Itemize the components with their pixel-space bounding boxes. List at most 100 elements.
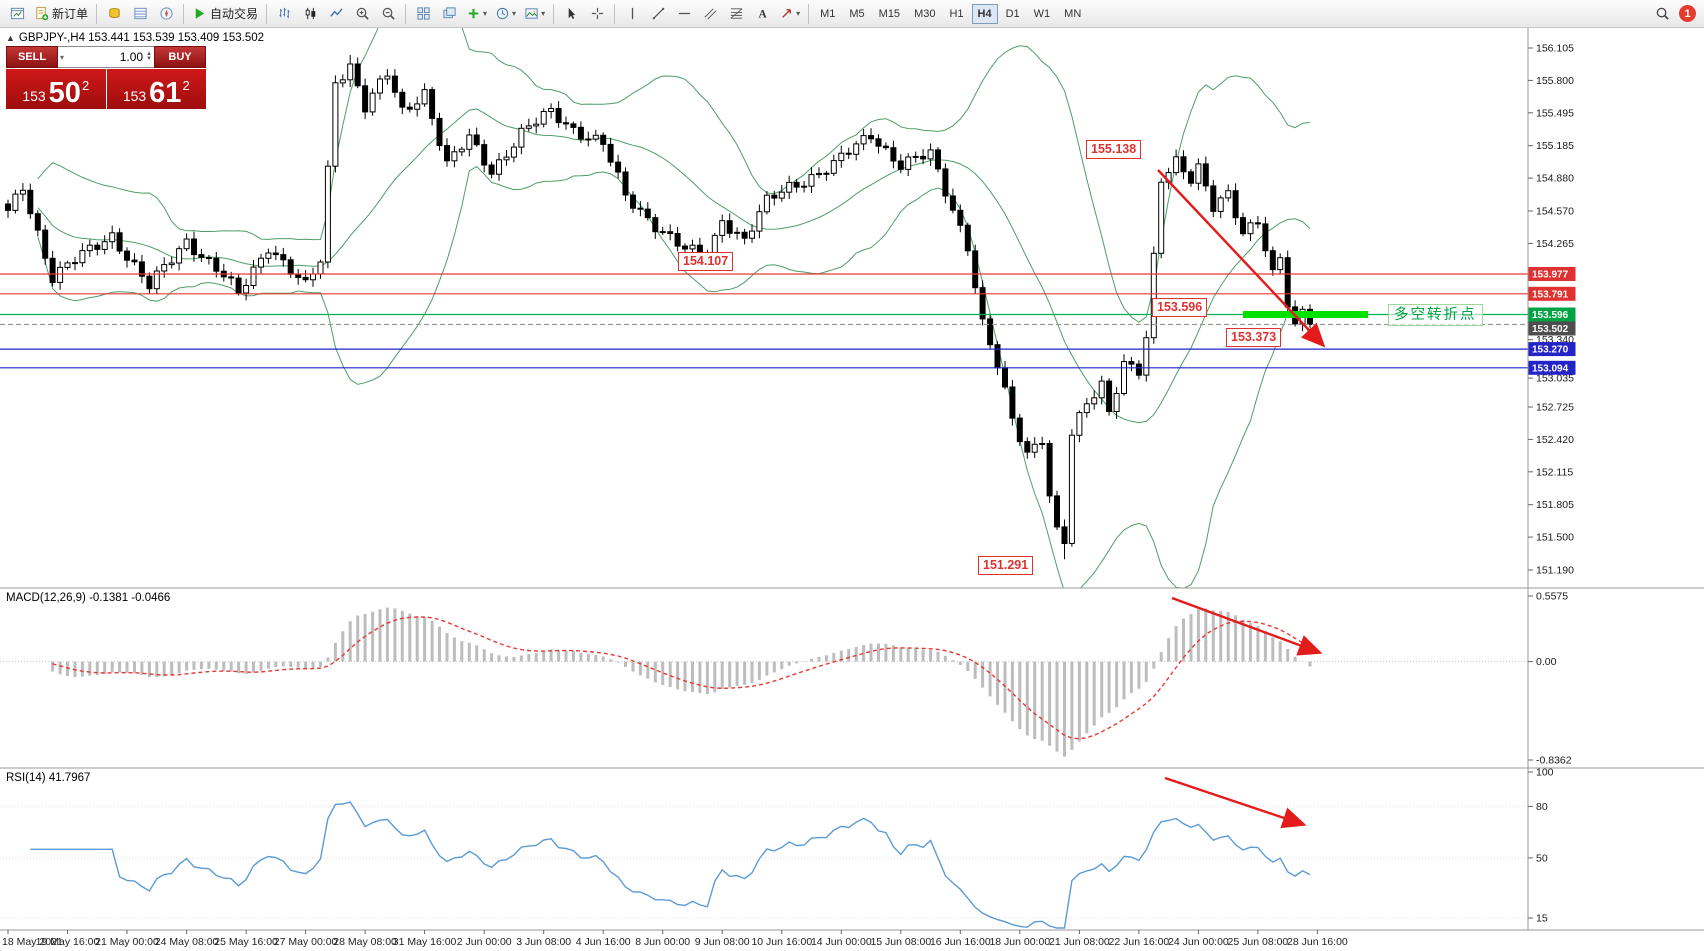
indicators-button[interactable]: ▾ xyxy=(463,2,490,26)
buy-button[interactable]: BUY xyxy=(154,46,206,68)
bar-chart-icon xyxy=(277,6,292,21)
svg-text:100: 100 xyxy=(1536,767,1554,779)
timeframe-m15-button[interactable]: M15 xyxy=(873,4,906,24)
search-button[interactable] xyxy=(1650,2,1674,26)
timeframe-m30-button[interactable]: M30 xyxy=(908,4,941,24)
bar-chart-type-button[interactable] xyxy=(272,2,296,26)
lot-dropdown-icon[interactable]: ▾ xyxy=(60,52,65,62)
sell-button[interactable]: SELL xyxy=(6,46,58,68)
cursor-button[interactable] xyxy=(559,2,583,26)
chevron-down-icon: ▾ xyxy=(512,9,517,18)
zoom-out-icon xyxy=(381,6,396,21)
fibonacci-button[interactable] xyxy=(724,2,748,26)
svg-text:28 Jun 16:00: 28 Jun 16:00 xyxy=(1287,936,1348,948)
market-watch-icon xyxy=(107,6,122,21)
buy-price-tile[interactable]: 153 61 2 xyxy=(106,69,206,110)
cascade-windows-button[interactable] xyxy=(437,2,461,26)
horizontal-line-button[interactable] xyxy=(672,2,696,26)
toolbar-separator xyxy=(266,3,268,24)
price-annotation-box[interactable]: 155.138 xyxy=(1086,140,1142,159)
svg-text:25 May 16:00: 25 May 16:00 xyxy=(214,936,278,948)
price-annotation-box[interactable]: 154.107 xyxy=(678,252,734,271)
timeframe-w1-button[interactable]: W1 xyxy=(1028,4,1057,24)
price-annotation-box[interactable]: 153.596 xyxy=(1152,298,1208,317)
svg-text:80: 80 xyxy=(1536,801,1548,813)
svg-text:154.570: 154.570 xyxy=(1536,206,1574,218)
data-window-button[interactable] xyxy=(128,2,152,26)
line-chart-type-button[interactable] xyxy=(324,2,348,26)
rsi-scale: 100 80 50 15 xyxy=(1528,767,1554,925)
svg-text:152.115: 152.115 xyxy=(1536,466,1573,478)
trendline-button[interactable] xyxy=(646,2,670,26)
chart-note-text[interactable]: 多空转折点 xyxy=(1388,304,1483,326)
line-chart-icon xyxy=(329,6,344,21)
svg-text:18 Jun 00:00: 18 Jun 00:00 xyxy=(989,936,1050,948)
tile-windows-button[interactable] xyxy=(411,2,435,26)
timeframe-m5-button[interactable]: M5 xyxy=(843,4,870,24)
svg-text:3 Jun 08:00: 3 Jun 08:00 xyxy=(516,936,571,948)
new-chart-button[interactable] xyxy=(5,2,29,26)
svg-text:155.800: 155.800 xyxy=(1536,75,1574,87)
new-order-button[interactable]: 新订单 xyxy=(31,2,91,26)
svg-text:151.500: 151.500 xyxy=(1536,532,1574,544)
sell-price-tile[interactable]: 153 50 2 xyxy=(6,69,106,109)
timeframe-h4-button[interactable]: H4 xyxy=(971,3,998,24)
cursor-icon xyxy=(564,6,579,21)
svg-text:153.270: 153.270 xyxy=(1532,345,1569,356)
lot-value[interactable]: 1.00 xyxy=(119,50,144,64)
navigator-button[interactable] xyxy=(154,2,178,26)
lot-decrease-icon[interactable]: ▼ xyxy=(146,56,152,62)
notification-badge[interactable]: 1 xyxy=(1679,5,1696,22)
price-annotation-box[interactable]: 151.291 xyxy=(978,556,1034,575)
svg-text:156.105: 156.105 xyxy=(1536,43,1574,55)
lot-spinner[interactable]: ▲ ▼ xyxy=(146,51,152,62)
zoom-out-button[interactable] xyxy=(376,2,400,26)
cascade-windows-icon xyxy=(442,6,457,21)
search-icon xyxy=(1655,6,1670,21)
svg-text:19 May 16:00: 19 May 16:00 xyxy=(36,936,100,948)
candle-chart-type-button[interactable] xyxy=(298,2,322,26)
svg-text:154.265: 154.265 xyxy=(1536,238,1574,250)
channel-button[interactable] xyxy=(698,2,722,26)
text-tool-button[interactable]: A xyxy=(750,2,774,26)
vertical-line-button[interactable] xyxy=(620,2,644,26)
timeframe-h1-button[interactable]: H1 xyxy=(943,4,969,24)
sell-price-small: 153 xyxy=(22,88,46,104)
buy-price-big: 61 xyxy=(149,77,182,110)
autotrading-button[interactable]: 自动交易 xyxy=(189,2,261,26)
svg-text:15 Jun 08:00: 15 Jun 08:00 xyxy=(870,936,931,948)
svg-text:24 Jun 00:00: 24 Jun 00:00 xyxy=(1168,936,1229,948)
timeframe-m1-button[interactable]: M1 xyxy=(814,4,841,24)
data-window-icon xyxy=(133,6,148,21)
lot-increase-icon[interactable]: ▲ xyxy=(146,51,152,57)
price-annotation-box[interactable]: 153.373 xyxy=(1226,328,1282,347)
lot-size-field[interactable]: ▾ 1.00 ▲ ▼ xyxy=(58,46,154,68)
macd-label: MACD(12,26,9) -0.1381 -0.0466 xyxy=(6,592,171,604)
timeframe-d1-button[interactable]: D1 xyxy=(1000,4,1026,24)
templates-button[interactable]: ▾ xyxy=(521,2,548,26)
one-click-trading-panel: SELL ▾ 1.00 ▲ ▼ BUY 153 50 2 153 61 2 xyxy=(6,46,206,109)
macd-scale: 0.5575 0.00 -0.8362 xyxy=(1528,591,1572,767)
candlestick-chart-icon xyxy=(303,6,318,21)
svg-text:50: 50 xyxy=(1536,852,1548,864)
symbol-ohlc-text: GBPJPY-,H4 153.441 153.539 153.409 153.5… xyxy=(18,32,265,44)
svg-text:16 Jun 16:00: 16 Jun 16:00 xyxy=(930,936,991,948)
crosshair-button[interactable] xyxy=(585,2,609,26)
arrows-tool-button[interactable]: ▾ xyxy=(776,2,803,26)
trend-arrow xyxy=(1157,169,1326,348)
sell-price-sup: 2 xyxy=(81,78,90,93)
timeframe-mn-button[interactable]: MN xyxy=(1058,4,1087,24)
toolbar-separator xyxy=(96,3,98,24)
vertical-line-icon xyxy=(625,6,640,21)
svg-text:4 Jun 16:00: 4 Jun 16:00 xyxy=(576,936,631,948)
one-click-collapse-icon[interactable]: ▲ xyxy=(6,33,15,43)
add-indicator-icon xyxy=(466,6,481,21)
market-watch-button[interactable] xyxy=(102,2,126,26)
svg-text:14 Jun 00:00: 14 Jun 00:00 xyxy=(811,936,872,948)
autotrade-play-icon xyxy=(192,6,207,21)
sell-price-big: 50 xyxy=(48,77,81,110)
periods-button[interactable]: ▾ xyxy=(492,2,519,26)
zoom-in-button[interactable] xyxy=(350,2,374,26)
